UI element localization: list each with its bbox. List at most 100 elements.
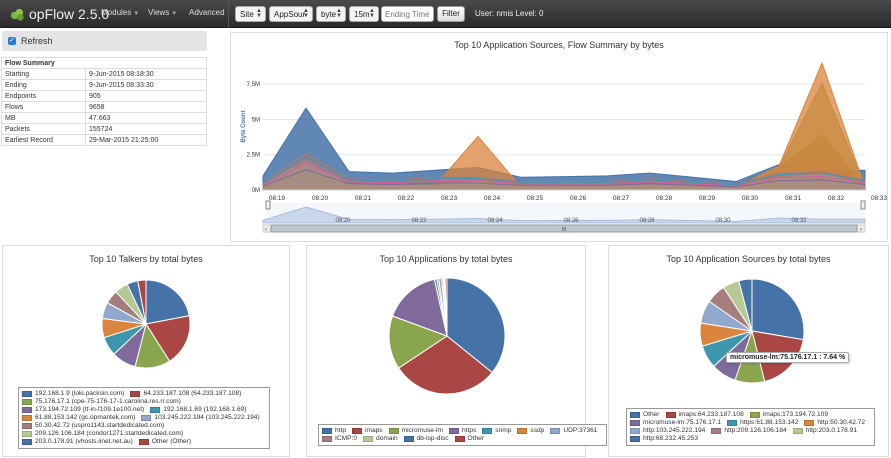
x-tick-label: 08:19	[269, 195, 286, 202]
navigator-tick-label: 08:22	[411, 218, 427, 224]
legend-item[interactable]: 64.233.187.108 (64.233.187.108)	[130, 390, 241, 398]
legend-item[interactable]: imaps:64.233.187.108	[665, 411, 744, 419]
app-sources-pie-chart[interactable]	[609, 266, 890, 411]
x-tick-label: 08:24	[484, 195, 501, 202]
legend-label: http:68.232.45.253	[643, 435, 698, 442]
scrollbar-grip: III	[562, 227, 566, 233]
chart-title: Top 10 Talkers by total bytes	[89, 254, 203, 264]
navigator-handle-right[interactable]	[860, 200, 866, 210]
legend-item[interactable]: 173.194.72.109 (tf-in-f109.1e100.net)	[22, 406, 144, 414]
y-tick-label: 2.5M	[247, 153, 260, 159]
unit-select[interactable]: byte ▲ ▼	[316, 6, 346, 22]
y-axis-label: Byte Count	[241, 111, 247, 143]
legend-item[interactable]: ICMP:0	[322, 435, 357, 443]
legend-row: http:103.245.222.194 http:209.126.106.184…	[630, 427, 871, 435]
nav-views-label: Views	[148, 8, 170, 17]
legend-item[interactable]: db-lsp-disc	[403, 435, 449, 443]
legend-label: UDP:37361	[563, 427, 598, 434]
legend-label: 192.168.1.9 (loki.packsin.com)	[35, 390, 125, 397]
source-select-value: AppSour	[274, 10, 306, 19]
pie-slice[interactable]	[145, 315, 191, 362]
x-tick-label: 08:23	[441, 195, 458, 202]
scrollbar-thumb[interactable]	[270, 224, 858, 233]
legend-item[interactable]: 75.176.17.1 (cpe-75-176-17-1.carolina.re…	[22, 398, 181, 406]
scroll-right-icon[interactable]: ›	[860, 227, 862, 233]
chart-title: Top 10 Application Sources, Flow Summary…	[454, 40, 664, 50]
legend-item[interactable]: http:50.30.42.72	[804, 419, 865, 427]
legend-item[interactable]: ssdp	[517, 427, 544, 435]
nav-views-menu[interactable]: Views ▼	[148, 8, 177, 17]
select-arrows-icon: ▲ ▼	[256, 8, 262, 19]
legend-label: 103.245.222.194 (103.245.222.194)	[154, 414, 260, 421]
x-tick-label: 08:32	[828, 195, 845, 202]
legend-label: 173.194.72.109 (tf-in-f109.1e100.net)	[35, 406, 145, 413]
pie-slice[interactable]	[391, 278, 448, 337]
legend-item[interactable]: 203.0.178.91 (vhosts.iinet.net.au)	[22, 438, 133, 446]
legend-item[interactable]: domain	[362, 435, 398, 443]
pie-slice[interactable]	[738, 278, 753, 332]
pie-slice[interactable]	[446, 277, 506, 374]
legend-label: http:50.30.42.72	[817, 419, 866, 426]
legend-item[interactable]: http:103.245.222.194	[630, 427, 705, 435]
series-area[interactable]	[262, 61, 866, 191]
ending-time-input[interactable]	[381, 6, 434, 22]
legend-item[interactable]: 103.245.222.194 (103.245.222.194)	[141, 414, 260, 422]
applications-pie-chart[interactable]	[307, 266, 587, 416]
nav-modules-menu[interactable]: Modules ▼	[101, 8, 139, 17]
navigator-handle-left[interactable]	[265, 200, 271, 210]
legend-item[interactable]: 192.168.1.9 (loki.packsin.com)	[22, 390, 124, 398]
talkers-pie-chart[interactable]	[3, 266, 291, 406]
brand[interactable]: opFlow 2.5.0	[10, 5, 109, 23]
filter-button[interactable]: Filter	[437, 6, 465, 22]
chart-title: Top 10 Applications by total bytes	[379, 254, 513, 264]
nav-advanced-menu[interactable]: Advanced	[189, 8, 225, 17]
legend-item[interactable]: imaps	[352, 427, 383, 435]
pie-slice[interactable]	[397, 335, 493, 395]
x-tick-label: 08:33	[871, 195, 887, 202]
pie-slice[interactable]	[388, 315, 449, 369]
pie-slice[interactable]	[145, 279, 190, 325]
x-tick-label: 08:31	[785, 195, 802, 202]
pie-slice[interactable]	[137, 279, 147, 325]
legend-item[interactable]: 50.30.42.72 (uspro1143.startdedicated.co…	[22, 422, 164, 430]
legend-item[interactable]: snmp	[482, 427, 511, 435]
summary-key: Endpoints	[1, 90, 86, 102]
legend-item[interactable]: micromuse-lm:75.176.17.1	[630, 419, 721, 427]
legend-label: imaps:173.194.72.109	[762, 411, 829, 418]
period-select[interactable]: 15m ▲ ▼	[349, 6, 379, 22]
navigator-tick-label: 08:24	[487, 218, 503, 224]
legend-swatch	[138, 439, 149, 445]
legend-item[interactable]: https	[449, 427, 476, 435]
legend-item[interactable]: Other	[630, 411, 660, 419]
legend-item[interactable]: imaps:173.194.72.109	[749, 411, 829, 419]
legend-item[interactable]: http:203.0.178.91	[792, 427, 857, 435]
navigator-background[interactable]	[266, 203, 865, 223]
site-select[interactable]: Site ▲ ▼	[235, 6, 266, 22]
legend-item[interactable]: http	[322, 427, 346, 435]
pie-slice[interactable]	[751, 278, 805, 341]
legend-swatch	[322, 428, 332, 434]
scroll-left-icon[interactable]: ‹	[265, 227, 267, 233]
legend-item[interactable]: http:209.126.106.184	[711, 427, 787, 435]
legend-item[interactable]: 209.126.106.184 (condor1271.startdedicat…	[22, 430, 183, 438]
legend-item[interactable]: https:61.88.153.142	[727, 419, 798, 427]
talkers-legend: 192.168.1.9 (loki.packsin.com) 64.233.187…	[18, 387, 270, 449]
legend-item[interactable]: UDP:37361	[550, 427, 597, 435]
x-tick-label: 08:29	[699, 195, 716, 202]
legend-swatch	[449, 428, 459, 434]
refresh-checkbox[interactable]: ✓	[8, 37, 16, 45]
legend-swatch	[22, 439, 32, 445]
legend-item[interactable]: http:68.232.45.253	[630, 435, 698, 443]
legend-item[interactable]: Other (Other)	[138, 438, 191, 446]
pie-slice[interactable]	[444, 277, 448, 337]
legend-item[interactable]: 192.168.1.69 (192.168.1.69)	[150, 406, 246, 414]
source-select[interactable]: AppSour ▲ ▼	[269, 6, 313, 22]
legend-swatch	[630, 420, 640, 426]
legend-item[interactable]: Other	[454, 435, 484, 443]
y-tick-label: 7.5M	[247, 82, 260, 88]
summary-key: Ending	[1, 79, 86, 91]
series-area[interactable]	[262, 152, 866, 191]
legend-item[interactable]: micromuse-lm	[388, 427, 443, 435]
area-chart[interactable]: 0M 2.5M 5M 7.5M Byte Count 08:19 08:20 08:21 08:…	[231, 33, 887, 241]
legend-item[interactable]: 61.88.153.142 (gc.opmantek.com)	[22, 414, 135, 422]
